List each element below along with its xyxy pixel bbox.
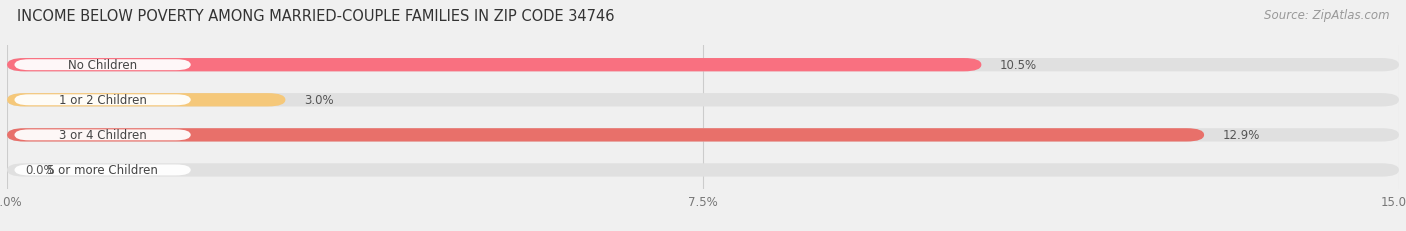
- Text: INCOME BELOW POVERTY AMONG MARRIED-COUPLE FAMILIES IN ZIP CODE 34746: INCOME BELOW POVERTY AMONG MARRIED-COUPL…: [17, 9, 614, 24]
- FancyBboxPatch shape: [7, 94, 1399, 107]
- Text: 5 or more Children: 5 or more Children: [48, 164, 157, 177]
- FancyBboxPatch shape: [14, 130, 191, 141]
- FancyBboxPatch shape: [14, 60, 191, 71]
- Text: 3 or 4 Children: 3 or 4 Children: [59, 129, 146, 142]
- FancyBboxPatch shape: [7, 59, 1399, 72]
- FancyBboxPatch shape: [14, 165, 191, 176]
- FancyBboxPatch shape: [7, 59, 981, 72]
- Text: 3.0%: 3.0%: [304, 94, 333, 107]
- FancyBboxPatch shape: [7, 164, 1399, 177]
- Text: 10.5%: 10.5%: [1000, 59, 1038, 72]
- FancyBboxPatch shape: [7, 129, 1204, 142]
- Text: No Children: No Children: [67, 59, 138, 72]
- FancyBboxPatch shape: [14, 95, 191, 106]
- Text: 0.0%: 0.0%: [25, 164, 55, 177]
- Text: 1 or 2 Children: 1 or 2 Children: [59, 94, 146, 107]
- FancyBboxPatch shape: [7, 129, 1399, 142]
- Text: 12.9%: 12.9%: [1223, 129, 1260, 142]
- FancyBboxPatch shape: [7, 94, 285, 107]
- Text: Source: ZipAtlas.com: Source: ZipAtlas.com: [1264, 9, 1389, 22]
